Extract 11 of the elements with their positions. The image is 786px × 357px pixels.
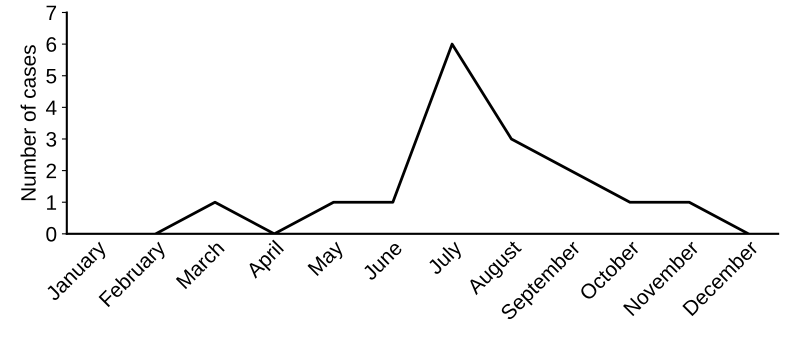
x-tick-label: May	[307, 239, 348, 280]
y-tick-label: 3	[46, 132, 56, 147]
x-tick-label: July	[426, 238, 466, 278]
y-tick-label: 6	[46, 37, 56, 52]
y-axis-title: Number of cases	[20, 45, 36, 200]
y-tick-label: 1	[47, 195, 56, 210]
y-tick-label: 5	[46, 68, 56, 84]
y-tick-label: 0	[46, 226, 56, 242]
y-tick-label: 2	[46, 164, 56, 178]
y-tick-label: 7	[46, 6, 56, 20]
y-tick-label: 4	[46, 100, 56, 115]
